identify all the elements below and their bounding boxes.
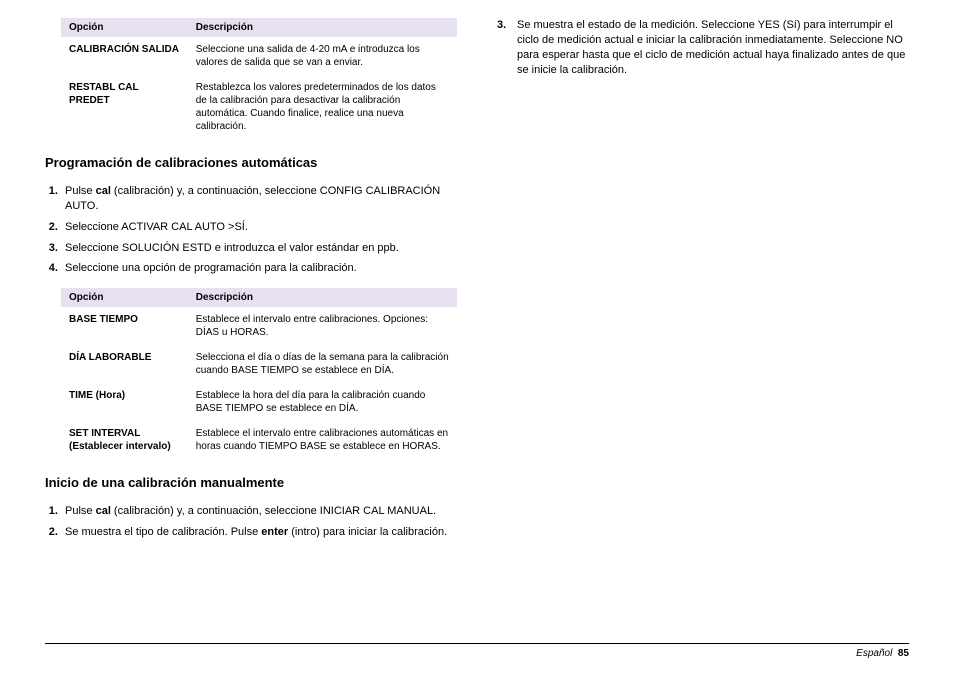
- two-column-layout: Opción Descripción CALIBRACIÓN SALIDA Se…: [45, 18, 909, 552]
- footer-language: Español: [856, 648, 892, 659]
- options-table-2: Opción Descripción BASE TIEMPO Establece…: [61, 288, 457, 459]
- cell-option: RESTABL CAL PREDET: [61, 75, 188, 139]
- table-row: CALIBRACIÓN SALIDA Seleccione una salida…: [61, 37, 457, 75]
- cell-desc: Establece el intervalo entre calibracion…: [188, 421, 457, 459]
- th-description: Descripción: [188, 18, 457, 37]
- cell-desc: Selecciona el día o días de la semana pa…: [188, 345, 457, 383]
- steps-auto-cal: Pulse cal (calibración) y, a continuació…: [45, 184, 457, 276]
- heading-auto-cal: Programación de calibraciones automática…: [45, 155, 457, 170]
- th-option: Opción: [61, 288, 188, 307]
- heading-manual-cal: Inicio de una calibración manualmente: [45, 475, 457, 490]
- list-item: Seleccione una opción de programación pa…: [61, 261, 457, 276]
- left-column: Opción Descripción CALIBRACIÓN SALIDA Se…: [45, 18, 457, 552]
- cell-desc: Establece el intervalo entre calibracion…: [188, 307, 457, 345]
- footer-page-number: 85: [898, 648, 909, 659]
- th-description: Descripción: [188, 288, 457, 307]
- cell-option: SET INTERVAL (Establecer intervalo): [61, 421, 188, 459]
- cell-desc: Establece la hora del día para la calibr…: [188, 383, 457, 421]
- table-row: TIME (Hora) Establece la hora del día pa…: [61, 383, 457, 421]
- cell-option: DÍA LABORABLE: [61, 345, 188, 383]
- right-column: 3. Se muestra el estado de la medición. …: [497, 18, 909, 552]
- list-item: Seleccione ACTIVAR CAL AUTO >SÍ.: [61, 220, 457, 235]
- cell-option: TIME (Hora): [61, 383, 188, 421]
- list-item: Seleccione SOLUCIÓN ESTD e introduzca el…: [61, 241, 457, 256]
- list-item: Se muestra el tipo de calibración. Pulse…: [61, 525, 457, 540]
- cell-option: CALIBRACIÓN SALIDA: [61, 37, 188, 75]
- table-row: DÍA LABORABLE Selecciona el día o días d…: [61, 345, 457, 383]
- cell-option: BASE TIEMPO: [61, 307, 188, 345]
- cell-desc: Restablezca los valores predeterminados …: [188, 75, 457, 139]
- list-item: Pulse cal (calibración) y, a continuació…: [61, 184, 457, 214]
- table-row: RESTABL CAL PREDET Restablezca los valor…: [61, 75, 457, 139]
- item-text: Se muestra el estado de la medición. Sel…: [513, 18, 909, 77]
- table-row: BASE TIEMPO Establece el intervalo entre…: [61, 307, 457, 345]
- cell-desc: Seleccione una salida de 4-20 mA e intro…: [188, 37, 457, 75]
- continued-list-item: 3. Se muestra el estado de la medición. …: [497, 18, 909, 77]
- item-number: 3.: [497, 18, 513, 77]
- th-option: Opción: [61, 18, 188, 37]
- table-row: SET INTERVAL (Establecer intervalo) Esta…: [61, 421, 457, 459]
- options-table-1: Opción Descripción CALIBRACIÓN SALIDA Se…: [61, 18, 457, 139]
- page-footer: Español 85: [45, 643, 909, 659]
- steps-manual-cal: Pulse cal (calibración) y, a continuació…: [45, 504, 457, 540]
- list-item: Pulse cal (calibración) y, a continuació…: [61, 504, 457, 519]
